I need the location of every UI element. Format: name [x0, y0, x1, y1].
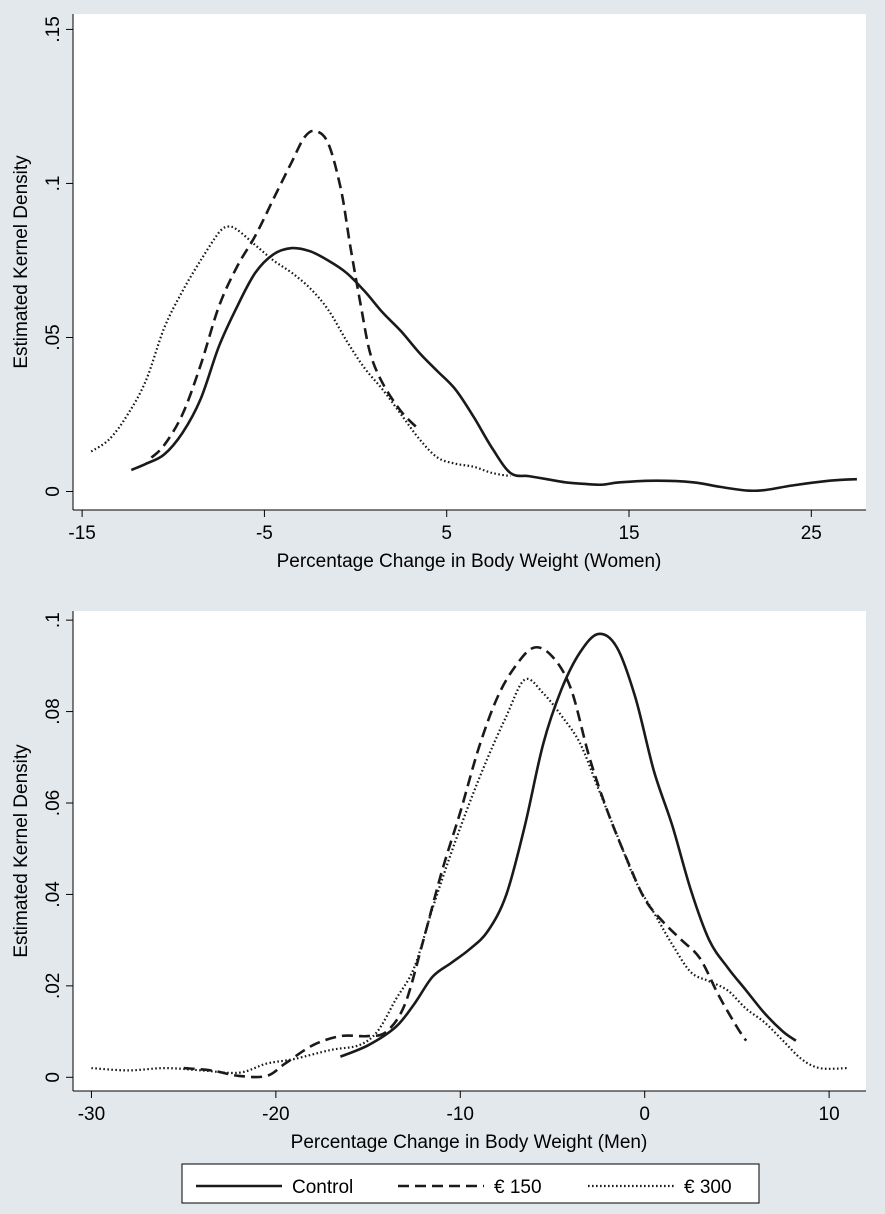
y-tick-label: 0 [43, 1072, 64, 1083]
x-tick-label: 10 [819, 1104, 840, 1125]
y-tick-label: .06 [43, 790, 64, 816]
series-line-300 [91, 677, 848, 1075]
series-line-300 [90, 225, 511, 478]
x-tick-label: 5 [441, 523, 452, 544]
y-axis-label-men: Estimated Kernel Density [11, 744, 32, 958]
series-women [90, 129, 857, 493]
x-tick-label: 25 [801, 523, 822, 544]
x-tick-label: -10 [447, 1104, 474, 1125]
panel-women: -15 -5 5 15 25 0 .05 .1 .15 Percentage Change in… [4, 4, 881, 572]
series-men [91, 632, 848, 1079]
legend-box [181, 1163, 760, 1204]
legend-label-300: € 300 [684, 1177, 732, 1198]
y-tick-label: .1 [43, 612, 64, 628]
x-tick-label: -15 [68, 523, 95, 544]
panel-men: -30 -20 -10 0 10 0 .02 .04 .06 .08 .1 Percentage C… [4, 585, 881, 1210]
y-tick-label: .15 [43, 16, 64, 42]
plot-area-men [73, 611, 866, 1091]
y-axis-label-women: Estimated Kernel Density [11, 155, 32, 369]
y-tick-label: .1 [43, 176, 64, 192]
legend-label-150: € 150 [494, 1177, 542, 1198]
y-tick-label: .04 [43, 881, 64, 908]
x-axis-label-women: Percentage Change in Body Weight (Women) [277, 551, 662, 572]
legend-label-control: Control [292, 1177, 353, 1198]
series-line-150 [150, 129, 421, 459]
y-tick-label: .08 [43, 698, 64, 724]
x-tick-label: 0 [639, 1104, 650, 1125]
ticks-women: -15 -5 5 15 25 0 .05 .1 .15 [43, 16, 822, 544]
x-axis-label-men: Percentage Change in Body Weight (Men) [291, 1132, 648, 1153]
series-line-150 [183, 645, 748, 1079]
series-line-control [130, 246, 857, 493]
x-tick-label: -20 [262, 1104, 289, 1125]
x-tick-label: 15 [618, 523, 639, 544]
series-line-control [339, 632, 797, 1058]
ticks-men: -30 -20 -10 0 10 0 .02 .04 .06 .08 .1 [43, 612, 840, 1125]
y-tick-label: .02 [43, 973, 64, 999]
plot-area-women [73, 14, 866, 510]
legend: Control € 150 € 300 [181, 1163, 760, 1204]
x-tick-label: -30 [78, 1104, 105, 1125]
x-tick-label: -5 [256, 523, 273, 544]
y-tick-label: .05 [43, 324, 64, 350]
y-tick-label: 0 [43, 486, 64, 497]
